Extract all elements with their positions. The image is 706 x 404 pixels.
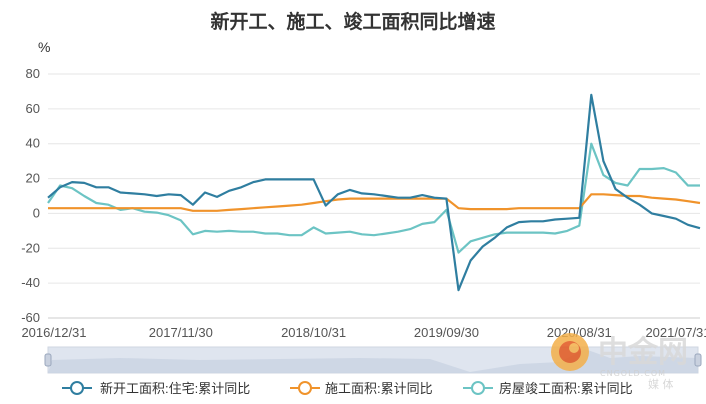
watermark-logo-text: 中金网	[598, 335, 688, 370]
legend-marker-icon	[471, 381, 485, 395]
y-axis-tick-labels: -60 -40 -20 0 20 40 60 80	[21, 66, 40, 325]
series-line-1	[48, 193, 701, 212]
x-tick-label: 2017/11/30	[149, 325, 213, 340]
series-lines	[47, 93, 701, 292]
slider-preview-shape	[48, 349, 698, 373]
watermark-site-text: CNGOLD.COM	[600, 369, 666, 378]
legend-label: 房屋竣工面积:累计同比	[499, 381, 633, 396]
series-line-0	[47, 93, 701, 292]
x-axis-tick-labels: 2016/12/31 2017/11/30 2018/10/31 2019/09/30…	[21, 325, 706, 340]
y-tick-label: -60	[21, 310, 40, 325]
x-tick-label: 2018/10/31	[281, 325, 346, 340]
legend-item-1[interactable]: 施工面积:累计同比	[290, 381, 433, 396]
y-tick-label: 40	[26, 136, 40, 151]
y-tick-label: 0	[33, 205, 40, 220]
legend-item-2[interactable]: 房屋竣工面积:累计同比	[463, 381, 633, 396]
watermark-sub-text: 媒 体	[648, 377, 674, 391]
data-zoom-slider[interactable]	[44, 346, 702, 374]
legend-marker-icon	[70, 381, 84, 395]
y-tick-label: 20	[26, 171, 40, 186]
y-tick-label: 60	[26, 101, 40, 116]
chart-title: 新开工、施工、竣工面积同比增速	[210, 10, 495, 33]
x-tick-label: 2016/12/31	[21, 325, 86, 340]
y-tick-label: -20	[21, 240, 40, 255]
legend-label: 施工面积:累计同比	[325, 381, 433, 396]
series-line-2	[47, 142, 700, 254]
legend: 新开工面积:住宅:累计同比 施工面积:累计同比 房屋竣工面积:累计同比	[62, 381, 633, 396]
slider-handle-left[interactable]	[44, 353, 52, 367]
legend-label: 新开工面积:住宅:累计同比	[100, 381, 250, 396]
x-tick-label: 2021/07/31	[645, 325, 706, 340]
legend-marker-icon	[298, 381, 312, 395]
grid-lines	[48, 73, 700, 319]
y-tick-label: 80	[26, 66, 40, 81]
watermark: 中金网 CNGOLD.COM 媒 体	[551, 333, 688, 391]
legend-item-0[interactable]: 新开工面积:住宅:累计同比	[62, 381, 250, 396]
slider-handle-right[interactable]	[694, 353, 702, 367]
y-axis-unit-label: %	[38, 39, 50, 55]
y-tick-label: -40	[21, 275, 40, 290]
x-tick-label: 2019/09/30	[414, 325, 479, 340]
